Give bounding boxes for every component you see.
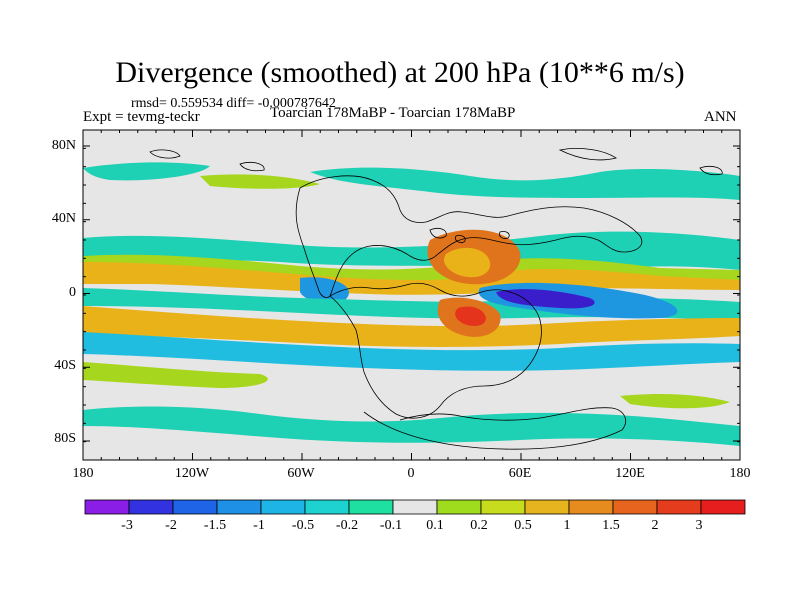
lat-label-40n: 40N [51,211,76,226]
lon-label-180e: 180 [729,466,751,481]
lon-label-0: 0 [407,466,415,481]
colorbar-label: -0.1 [379,518,403,533]
field-region-neg-core [300,277,349,304]
lon-label-120e: 120E [615,466,645,481]
experiment-label: Expt = tevmg-teckr [83,109,200,125]
colorbar-swatch [260,499,306,515]
colorbar-swatch [480,499,526,515]
field-region-neg-south-band [83,332,740,371]
colorbar-swatch [392,499,438,515]
field-region-pos-south-band [83,306,740,347]
lon-label-60w: 60W [287,466,315,481]
colorbar-label: 0.1 [426,518,444,533]
case-label: Toarcian 178MaBP - Toarcian 178MaBP [270,105,516,121]
colorbar-label: -0.2 [335,518,359,533]
coastline-arctic-islands [149,148,723,176]
season-label: ANN [704,109,737,125]
colorbar-label: 1.5 [602,518,620,533]
colorbar-swatch [128,499,174,515]
field-region-pos-arctic-patch [200,174,320,189]
colorbar-label: -2 [165,518,177,533]
colorbar-label: -1 [253,518,265,533]
coastline-antarctica [363,407,626,450]
lat-label-40s: 40S [54,358,76,373]
coastline-gondwana [329,282,542,419]
coastlines [149,148,723,450]
colorbar-swatch [348,499,394,515]
colorbar-swatch [172,499,218,515]
colorbar-swatch [216,499,262,515]
field-region-pos-southern-core [455,306,486,326]
lat-label-80n: 80N [51,138,76,153]
colorbar-swatch [84,499,130,515]
colorbar-swatch [612,499,658,515]
field-region-neg-antarctic [83,406,740,446]
colorbar-swatch [568,499,614,515]
colorbar-swatch [436,499,482,515]
field-region-neg-arctic-center [310,167,740,200]
lon-label-60e: 60E [508,466,532,481]
lat-label-80s: 80S [54,431,76,446]
lat-label-equator: 0 [69,285,76,300]
colorbar-label: 2 [651,518,659,533]
colorbar-swatch [700,499,746,515]
field-region-pos-tethys-core [443,247,491,278]
colorbar-label: 0.5 [514,518,532,533]
plot-title: Divergence (smoothed) at 200 hPa (10**6 … [115,56,685,89]
colorbar [84,499,746,515]
lon-label-120w: 120W [174,466,210,481]
stats-line: rmsd= 0.559534 diff= -0.000787642 [131,96,336,111]
colorbar-label: 3 [695,518,703,533]
lon-label-180w: 180 [72,466,94,481]
field-region-pos-antarctic-patch [620,394,730,409]
colorbar-swatch [656,499,702,515]
colorbar-label: 1 [563,518,571,533]
axis-ticks [82,129,741,461]
field-region-pos-south-tail [83,362,268,388]
divergence-field [83,130,740,460]
field-region-neg-eastern-core [496,289,595,309]
coastline-laurasia [295,175,643,298]
colorbar-swatch [304,499,350,515]
colorbar-label: -0.5 [291,518,315,533]
colorbar-label: -1.5 [203,518,227,533]
colorbar-label: -3 [121,518,133,533]
colorbar-label: 0.2 [470,518,488,533]
colorbar-swatch [524,499,570,515]
field-region-neg-arctic-west [83,162,210,181]
coastline-tethys-islands [429,228,510,243]
